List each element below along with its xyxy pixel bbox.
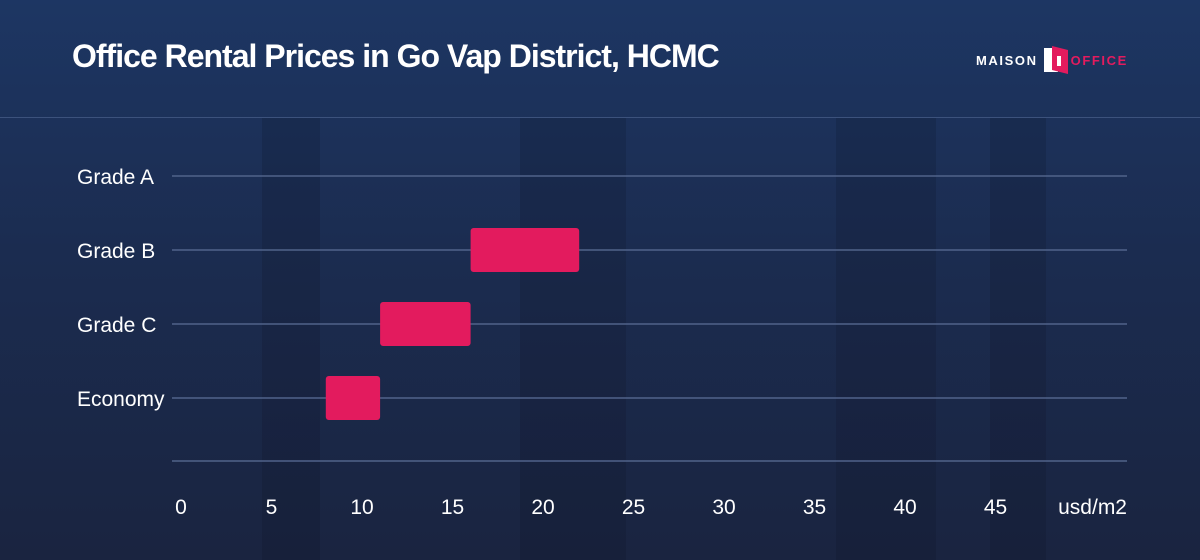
range-bar (380, 302, 471, 346)
range-bar (325, 376, 381, 420)
x-tick-label: 0 (175, 496, 187, 519)
header: Office Rental Prices in Go Vap District,… (0, 0, 1200, 118)
x-tick-label: 35 (803, 496, 826, 519)
brand-logo: MAISON OFFICE (976, 46, 1128, 74)
background-column (520, 118, 626, 560)
category-label: Grade C (77, 314, 156, 337)
x-tick-label: 30 (712, 496, 735, 519)
category-label: Economy (77, 388, 165, 411)
background-column (836, 118, 936, 560)
x-tick-label: 25 (622, 496, 645, 519)
category-label: Grade B (77, 240, 155, 263)
x-tick-label: 15 (441, 496, 464, 519)
door-logo-icon (1043, 46, 1068, 74)
x-tick-label: 20 (531, 496, 554, 519)
background-column (990, 118, 1046, 560)
x-tick-label: 5 (266, 496, 278, 519)
background-column (262, 118, 320, 560)
background-columns (0, 118, 1200, 560)
x-unit-label: usd/m2 (1058, 496, 1127, 519)
logo-text-office: OFFICE (1070, 52, 1128, 68)
x-tick-label: 40 (893, 496, 916, 519)
category-label: Grade A (77, 166, 154, 189)
logo-text-maison: MAISON (976, 52, 1038, 68)
chart-title: Office Rental Prices in Go Vap District,… (72, 38, 720, 74)
x-tick-label: 45 (984, 496, 1007, 519)
x-tick-label: 10 (350, 496, 373, 519)
range-bar (470, 228, 580, 272)
